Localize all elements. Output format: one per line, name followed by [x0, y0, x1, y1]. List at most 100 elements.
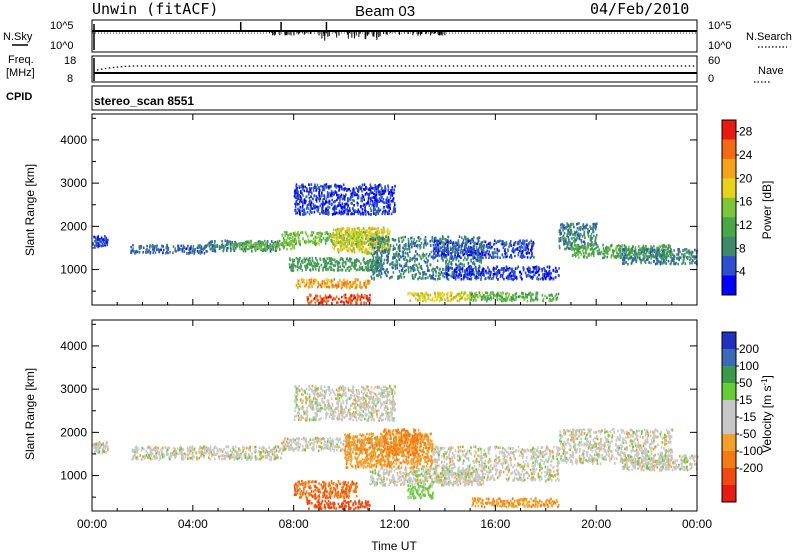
power-echo-cell: [394, 253, 396, 256]
power-echo-cell: [344, 187, 346, 190]
power-echo-cell: [678, 258, 680, 262]
power-echo-cell: [567, 236, 570, 239]
power-echo-cell: [529, 299, 532, 303]
power-echo-cell: [381, 228, 384, 232]
power-echo-cell: [592, 228, 594, 232]
power-echo-cell: [339, 196, 341, 199]
power-echo-cell: [590, 253, 593, 257]
power-echo-cell: [367, 299, 369, 302]
power-echo-cell: [301, 192, 303, 195]
power-echo-cell: [645, 250, 648, 254]
power-echo-cell: [588, 254, 590, 257]
power-echo-cell: [642, 249, 645, 252]
power-echo-cell: [456, 299, 459, 302]
power-echo-cell: [575, 255, 577, 258]
power-echo-cell: [477, 276, 480, 280]
power-echo-cell: [323, 183, 326, 187]
power-echo-cell: [418, 262, 420, 266]
power-echo-cell: [449, 240, 451, 244]
power-echo-cell: [95, 244, 98, 247]
power-echo-cell: [506, 296, 509, 300]
power-echo-cell: [318, 235, 321, 238]
power-echo-cell: [616, 254, 618, 257]
power-echo-cell: [263, 239, 266, 243]
power-echo-cell: [567, 228, 569, 232]
power-echo-cell: [684, 262, 687, 265]
power-echo-cell: [464, 271, 466, 275]
power-echo-cell: [371, 263, 374, 266]
power-echo-cell: [377, 234, 379, 238]
power-echo-cell: [470, 292, 473, 296]
power-echo-cell: [533, 256, 535, 259]
power-echo-cell: [569, 228, 572, 232]
power-echo-cell: [321, 298, 324, 301]
power-echo-cell: [586, 256, 588, 259]
power-echo-cell: [391, 262, 393, 265]
power-echo-cell: [545, 270, 547, 273]
power-echo-cell: [373, 196, 376, 200]
power-echo-cell: [628, 245, 630, 249]
power-echo-cell: [367, 263, 369, 267]
power-echo-cell: [348, 296, 351, 299]
power-echo-cell: [347, 297, 350, 300]
power-echo-cell: [355, 260, 358, 263]
power-echo-cell: [356, 243, 358, 246]
power-echo-cell: [526, 244, 529, 248]
power-echo-cell: [375, 194, 378, 197]
power-echo-cell: [507, 277, 509, 281]
power-echo-cell: [454, 270, 456, 274]
power-echo-cell: [627, 263, 629, 266]
power-echo-cell: [657, 251, 659, 254]
power-echo-cell: [505, 252, 508, 255]
power-echo-cell: [532, 241, 535, 244]
power-echo-cell: [423, 238, 426, 242]
power-echo-cell: [332, 239, 335, 243]
power-echo-cell: [310, 231, 313, 234]
power-echo-cell: [446, 277, 449, 281]
power-echo-cell: [201, 247, 204, 251]
power-echo-cell: [321, 211, 324, 215]
power-echo-cell: [636, 256, 639, 259]
power-echo-cell: [324, 259, 327, 263]
power-echo-cell: [550, 272, 552, 275]
power-echo-cell: [367, 279, 369, 283]
power-echo-cell: [487, 242, 490, 245]
power-echo-cell: [407, 268, 410, 271]
power-echo-cell: [425, 273, 427, 276]
power-echo-cell: [650, 254, 653, 257]
power-echo-cell: [394, 267, 397, 271]
power-echo-cell: [390, 188, 392, 192]
power-echo-cell: [248, 242, 250, 245]
power-echo-cell: [576, 227, 579, 230]
power-echo-cell: [348, 299, 350, 303]
power-echo-cell: [331, 301, 333, 305]
power-echo-cell: [447, 291, 449, 295]
power-echo-cell: [368, 234, 370, 238]
power-echo-cell: [610, 243, 613, 247]
power-echo-cell: [479, 252, 482, 256]
power-echo-cell: [423, 295, 426, 299]
power-echo-cell: [539, 277, 542, 281]
power-echo-cell: [321, 281, 324, 285]
power-echo-cell: [367, 282, 370, 285]
power-echo-cell: [500, 291, 502, 295]
power-echo-cell: [378, 230, 380, 233]
power-echo-cell: [325, 207, 327, 210]
power-echo-cell: [454, 255, 457, 259]
power-echo-cell: [529, 276, 532, 279]
power-echo-cell: [277, 243, 280, 246]
power-echo-cell: [358, 285, 361, 288]
power-echo-cell: [366, 268, 369, 271]
power-echo-cell: [471, 247, 473, 251]
power-echo-cell: [338, 236, 341, 239]
power-echo-cell: [374, 189, 376, 192]
power-echo-cell: [397, 277, 399, 280]
power-echo-cell: [486, 249, 488, 253]
power-echo-cell: [452, 257, 455, 261]
power-echo-cell: [403, 248, 405, 251]
power-echo-cell: [344, 208, 347, 212]
power-echo-cell: [350, 294, 353, 298]
power-echo-cell: [438, 295, 440, 298]
power-echo-cell: [495, 241, 498, 245]
power-echo-cell: [343, 265, 346, 269]
